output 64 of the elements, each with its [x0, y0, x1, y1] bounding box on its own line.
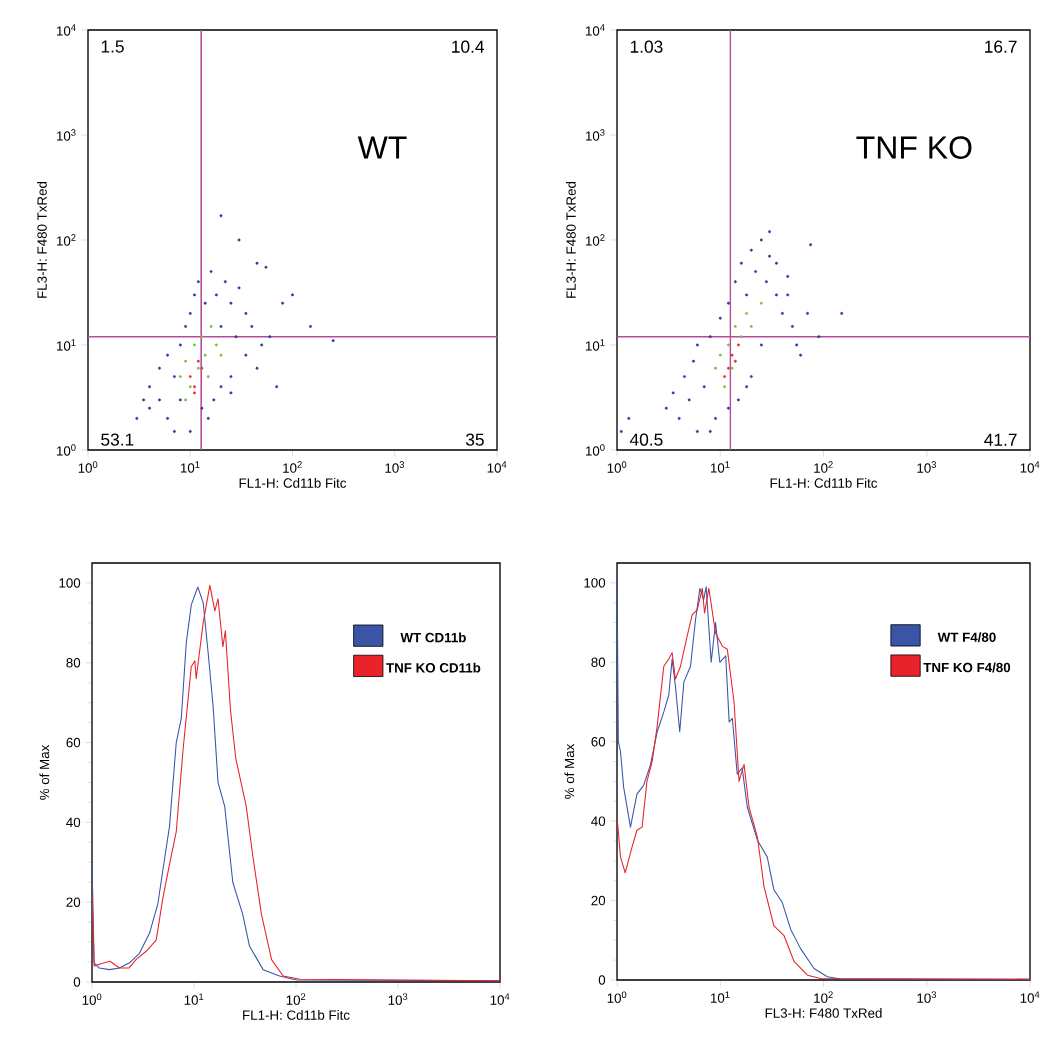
- y-tick-label: 10$^{4}$: [585, 24, 605, 36]
- x-tick-label: 10$^{2}$: [814, 991, 833, 1003]
- y-tick-label: 0: [598, 975, 606, 985]
- annotation: 35: [465, 433, 484, 446]
- x-tick-label: 10$^{0}$: [607, 461, 627, 473]
- y-axis-title: FL3-H: F480 TxRed: [36, 181, 47, 298]
- annotation: 41.7: [984, 433, 1017, 446]
- y-tick-label: 60: [66, 737, 81, 748]
- x-tick-label: 10$^{3}$: [388, 993, 408, 1005]
- legend-label: TNF KO F4/80: [923, 662, 1011, 673]
- y-axis-title: % of Max: [564, 743, 575, 799]
- y-tick-label: 80: [66, 658, 81, 668]
- y-axis-title: % of Max: [39, 744, 50, 800]
- y-tick-label: 60: [591, 737, 606, 747]
- x-tick-label: 10$^{3}$: [917, 461, 937, 473]
- x-tick-label: 10$^{4}$: [487, 461, 507, 473]
- x-tick-label: 10$^{1}$: [710, 461, 730, 473]
- x-tick-label: 10$^{2}$: [286, 993, 306, 1005]
- y-tick-label: 100: [59, 578, 81, 588]
- legend-label: WT F4/80: [937, 632, 996, 643]
- x-tick-label: 10$^{3}$: [385, 461, 404, 473]
- x-tick-label: 10$^{1}$: [710, 991, 730, 1003]
- y-tick-label: 10$^{2}$: [585, 234, 605, 246]
- annotation: 16.7: [985, 40, 1017, 53]
- y-tick-label: 10$^{1}$: [56, 339, 76, 351]
- x-tick-label: 10$^{4}$: [1020, 991, 1040, 1003]
- y-tick-label: 20: [591, 895, 606, 906]
- annotation: WT: [357, 136, 407, 159]
- y-tick-label: 10$^{0}$: [585, 444, 605, 456]
- y-tick-label: 0: [73, 977, 81, 987]
- x-tick-label: 10$^{4}$: [1020, 461, 1040, 473]
- x-axis-title: FL1-H: Cd11b Fitc: [239, 478, 347, 488]
- annotation: TNF KO: [856, 136, 972, 159]
- x-tick-label: 10$^{2}$: [283, 461, 302, 473]
- x-tick-label: 10$^{0}$: [82, 993, 102, 1005]
- y-tick-label: 10$^{4}$: [56, 24, 76, 36]
- annotation: 1.5: [101, 40, 124, 53]
- x-tick-label: 10$^{0}$: [78, 461, 98, 473]
- legend-label: TNF KO CD11b: [386, 662, 481, 673]
- y-tick-label: 40: [591, 816, 606, 826]
- x-axis-title: FL1-H: Cd11b Fitc: [770, 478, 878, 488]
- y-tick-label: 10$^{1}$: [585, 339, 605, 351]
- annotation: 1.03: [630, 40, 663, 53]
- annotation: 10.4: [452, 40, 485, 53]
- y-tick-label: 10$^{3}$: [56, 129, 76, 141]
- y-tick-label: 40: [66, 817, 81, 828]
- x-axis-title: FL3-H: F480 TxRed: [765, 1008, 882, 1018]
- x-tick-label: 10$^{2}$: [814, 461, 833, 473]
- y-tick-label: 10$^{3}$: [585, 129, 605, 141]
- x-axis-title: FL1-H: Cd11b Fitc: [243, 1010, 350, 1020]
- y-tick-label: 80: [591, 657, 606, 667]
- x-tick-label: 10$^{4}$: [490, 993, 510, 1005]
- x-tick-label: 10$^{1}$: [180, 461, 200, 473]
- legend-label: WT CD11b: [400, 632, 466, 643]
- y-tick-label: 100: [584, 578, 606, 588]
- annotation: 53.1: [101, 433, 134, 446]
- y-axis-title: FL3-H: F480 TxRed: [566, 181, 576, 298]
- annotation: 40.5: [629, 433, 663, 446]
- x-tick-label: 10$^{1}$: [184, 993, 204, 1005]
- y-tick-label: 20: [66, 897, 81, 907]
- x-tick-label: 10$^{0}$: [607, 991, 627, 1003]
- y-tick-label: 10$^{0}$: [56, 444, 76, 456]
- y-tick-label: 10$^{2}$: [56, 234, 76, 246]
- x-tick-label: 10$^{3}$: [917, 991, 937, 1003]
